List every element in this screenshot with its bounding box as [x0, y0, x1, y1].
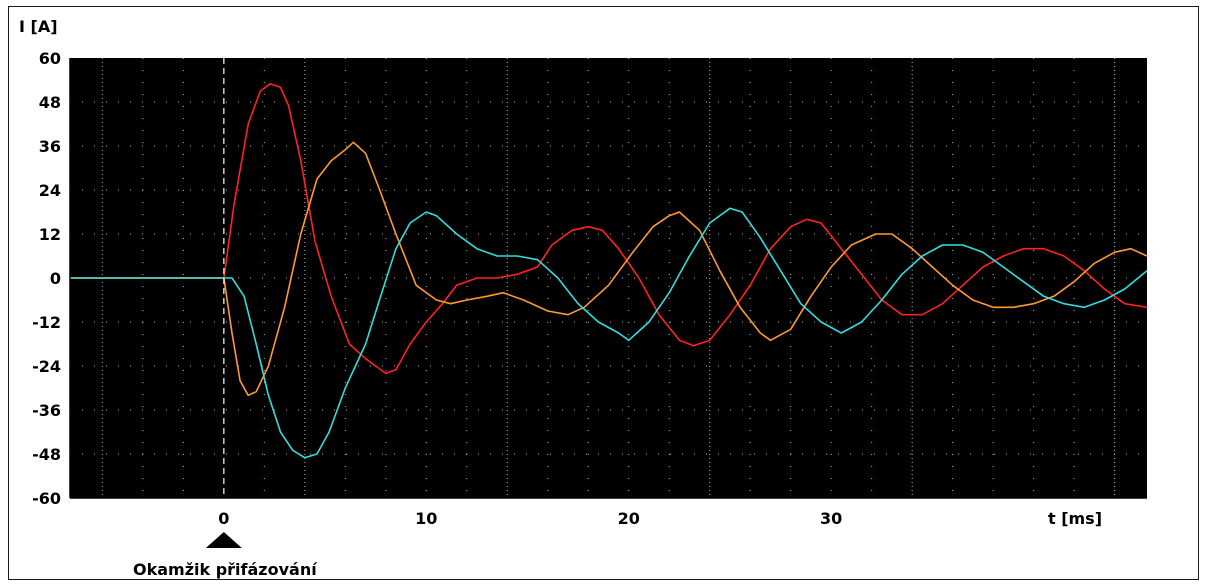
line-chart: 60 48 36 24 12 0 -12 -24 -36 -48 -60 0 10 20 30 I [A] t … [19, 17, 1148, 579]
plot-background [70, 58, 1147, 498]
y-tick-label: -48 [32, 445, 61, 464]
x-tick-label: 30 [820, 509, 842, 528]
y-tick-label: -36 [32, 401, 61, 420]
x-tick-label: 20 [618, 509, 640, 528]
y-tick-label: -24 [32, 357, 61, 376]
y-tick-label: 0 [50, 269, 61, 288]
chart-frame: 60 48 36 24 12 0 -12 -24 -36 -48 -60 0 10 20 30 I [A] t … [8, 6, 1199, 580]
series-line-2 [70, 141, 1148, 397]
y-tick-label: 60 [39, 49, 61, 68]
x-tick-label: 0 [218, 509, 229, 528]
x-axis-label: t [ms] [1048, 509, 1102, 528]
x-tick-label: 10 [415, 509, 437, 528]
y-tick-label: 12 [39, 225, 61, 244]
trigger-marker-icon [205, 532, 242, 548]
y-axis-label: I [A] [19, 17, 58, 36]
y-tick-label: 36 [39, 137, 61, 156]
y-tick-label: 24 [39, 181, 61, 200]
annotation-label: Okamžik přifázování [133, 560, 318, 579]
y-tick-label: -12 [32, 313, 61, 332]
y-tick-label: 48 [39, 93, 61, 112]
series-line-3 [70, 207, 1148, 459]
y-tick-label: -60 [32, 489, 61, 508]
series-line-1 [70, 82, 1148, 375]
